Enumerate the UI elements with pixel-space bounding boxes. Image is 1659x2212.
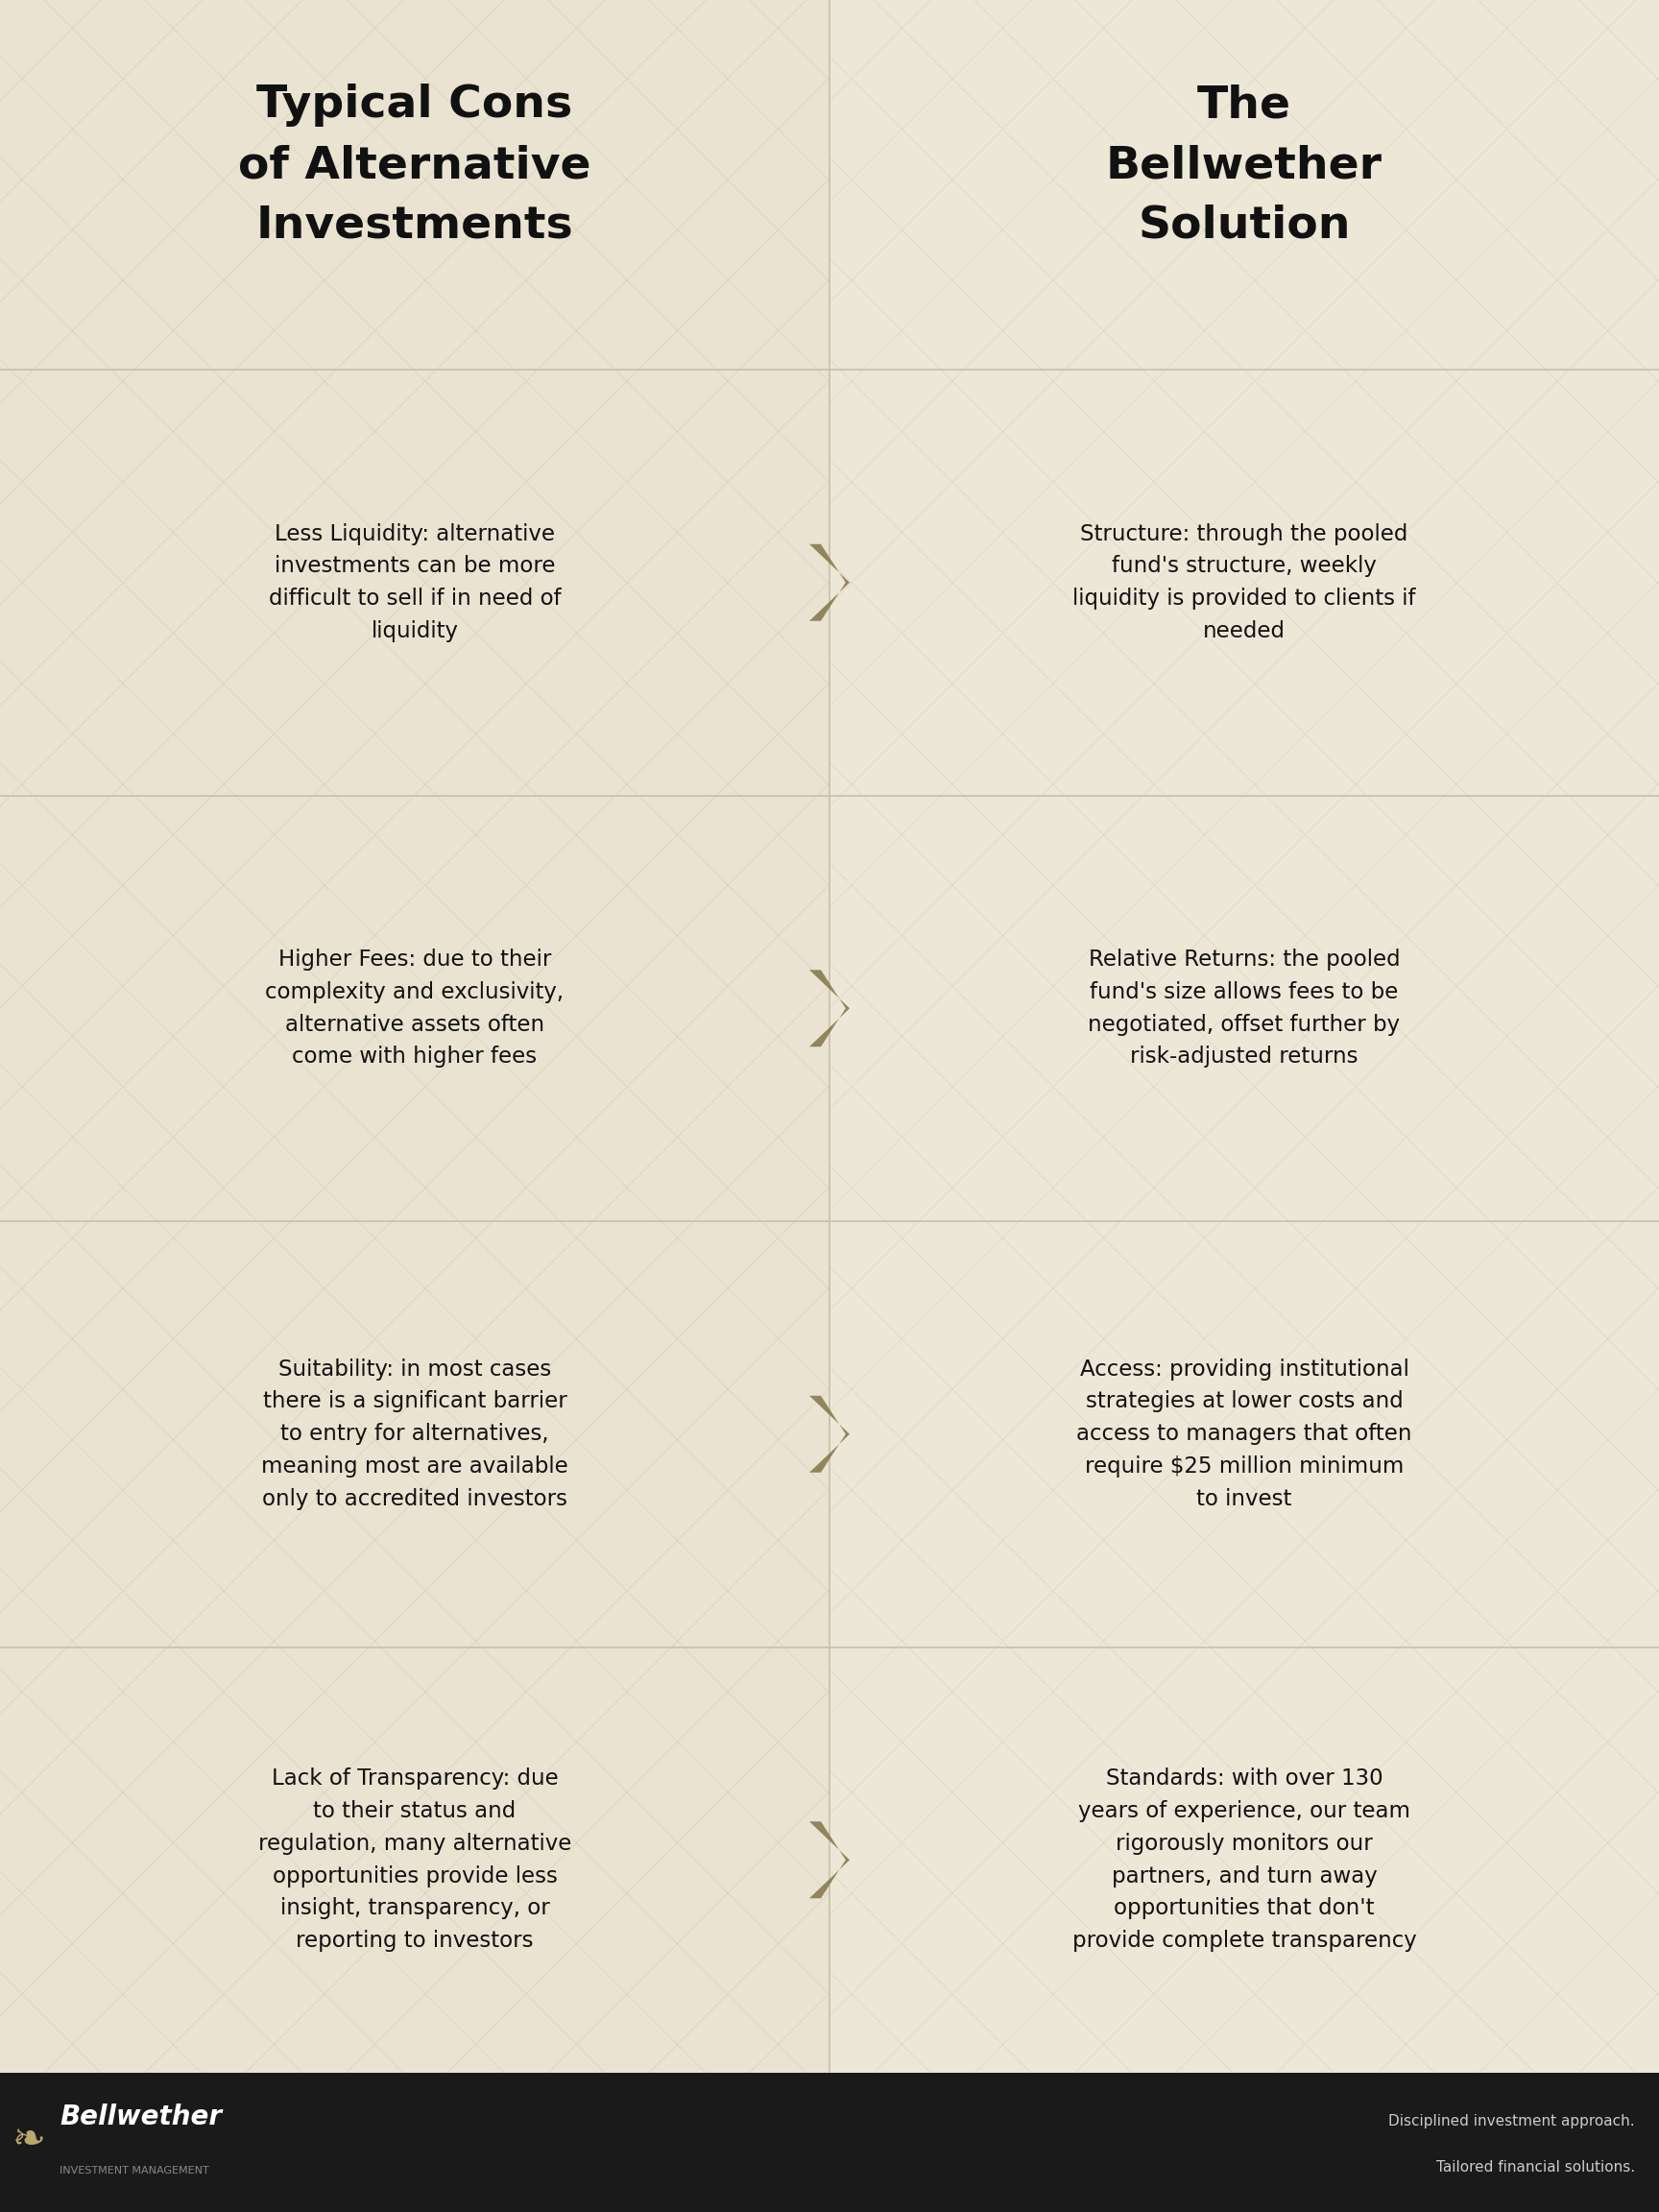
Text: Standards: with over 130
years of experience, our team
rigorously monitors our
p: Standards: with over 130 years of experi…	[1072, 1767, 1417, 1951]
Bar	[830, 0, 1659, 2073]
Polygon shape	[810, 1820, 849, 1898]
Text: Less Liquidity: alternative
investments can be more
difficult to sell if in need: Less Liquidity: alternative investments …	[269, 522, 561, 641]
Text: The
Bellwether
Solution: The Bellwether Solution	[1107, 84, 1382, 248]
Text: INVESTMENT MANAGEMENT: INVESTMENT MANAGEMENT	[60, 2166, 209, 2174]
Text: Relative Returns: the pooled
fund's size allows fees to be
negotiated, offset fu: Relative Returns: the pooled fund's size…	[1088, 949, 1400, 1068]
Bar	[0, 0, 830, 2073]
Text: Suitability: in most cases
there is a significant barrier
to entry for alternati: Suitability: in most cases there is a si…	[260, 1358, 569, 1511]
Text: ❧: ❧	[12, 2119, 45, 2159]
Text: Bellwether: Bellwether	[60, 2104, 222, 2130]
Text: Lack of Transparency: due
to their status and
regulation, many alternative
oppor: Lack of Transparency: due to their statu…	[259, 1767, 571, 1951]
Polygon shape	[810, 1396, 849, 1473]
Text: Tailored financial solutions.: Tailored financial solutions.	[1437, 2161, 1636, 2174]
Text: Higher Fees: due to their
complexity and exclusivity,
alternative assets often
c: Higher Fees: due to their complexity and…	[265, 949, 564, 1068]
Polygon shape	[810, 969, 849, 1046]
Text: Typical Cons
of Alternative
Investments: Typical Cons of Alternative Investments	[239, 84, 591, 248]
Text: Structure: through the pooled
fund's structure, weekly
liquidity is provided to : Structure: through the pooled fund's str…	[1073, 522, 1415, 641]
Polygon shape	[810, 544, 849, 622]
Bar	[0, 2073, 1659, 2212]
Text: Disciplined investment approach.: Disciplined investment approach.	[1389, 2115, 1636, 2128]
Text: Access: providing institutional
strategies at lower costs and
access to managers: Access: providing institutional strategi…	[1077, 1358, 1412, 1511]
